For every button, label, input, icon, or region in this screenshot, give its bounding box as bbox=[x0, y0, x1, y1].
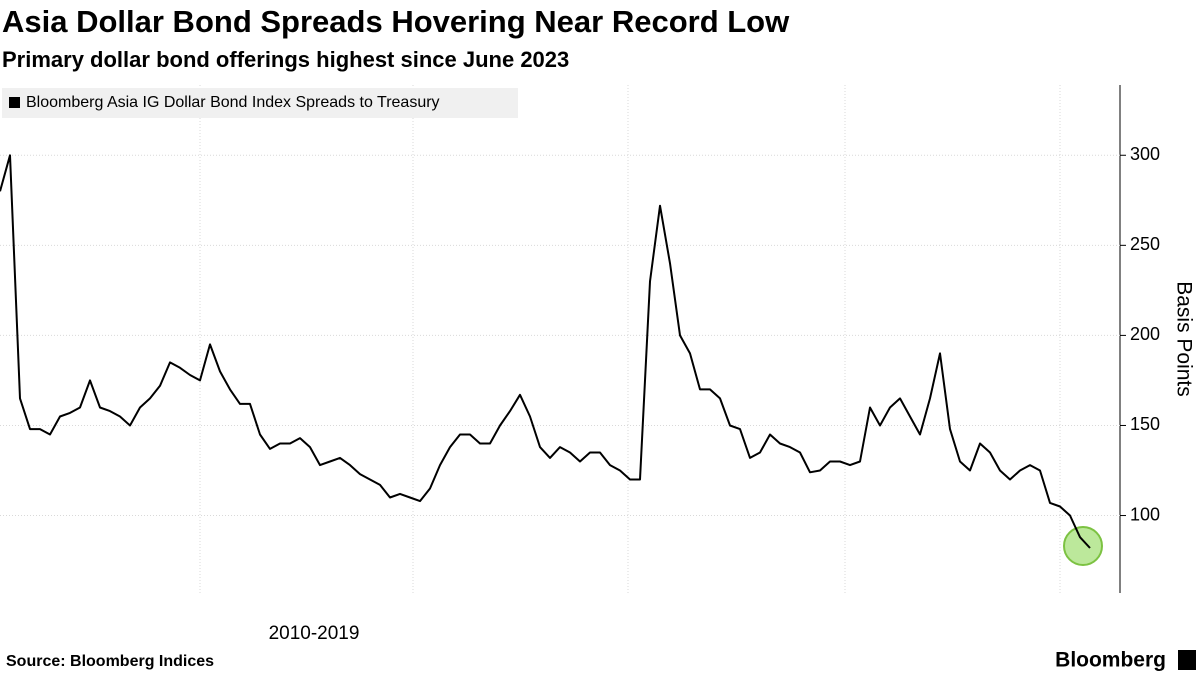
y-tick-label: 150 bbox=[1130, 414, 1160, 434]
x-grid bbox=[199, 85, 1061, 593]
x-axis-label: 2010-2019 bbox=[269, 623, 360, 644]
y-tick-label: 250 bbox=[1130, 234, 1160, 254]
legend-label: Bloomberg Asia IG Dollar Bond Index Spre… bbox=[26, 94, 440, 111]
highlight-circle bbox=[1063, 525, 1103, 566]
legend-box bbox=[2, 88, 518, 118]
y-tick-label: 100 bbox=[1130, 504, 1160, 524]
brand-icon bbox=[1178, 650, 1196, 670]
y-axis-label: Basis Points bbox=[1172, 281, 1195, 397]
legend-swatch bbox=[9, 97, 20, 108]
source: Source: Bloomberg Indices bbox=[6, 653, 214, 670]
brand: Bloomberg bbox=[1055, 649, 1166, 672]
line bbox=[0, 154, 1091, 549]
y-tick-label: 300 bbox=[1130, 144, 1160, 164]
y-tick-label: 200 bbox=[1130, 324, 1160, 344]
chart-title: Asia Dollar Bond Spreads Hovering Near R… bbox=[2, 4, 790, 39]
chart-subtitle: Primary dollar bond offerings highest si… bbox=[2, 47, 569, 72]
